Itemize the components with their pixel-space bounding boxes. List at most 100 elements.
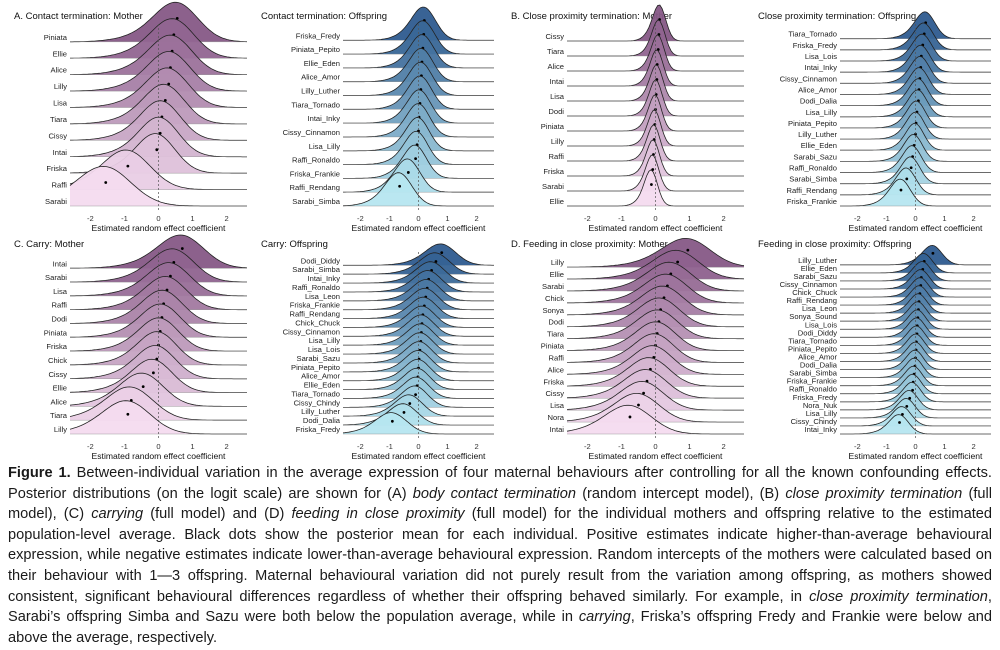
posterior-mean-dot bbox=[167, 82, 171, 86]
ridgeline-panel: Contact termination: Offspring Friska_Fre… bbox=[261, 6, 494, 233]
individual-label: Sarabi bbox=[45, 273, 67, 282]
individual-label: Friska_Frankie bbox=[787, 377, 837, 386]
panel-title: C. Carry: Mother bbox=[14, 239, 84, 250]
individual-label: Friska_Fredy bbox=[793, 393, 838, 402]
individual-label: Piniata_Pepito bbox=[291, 45, 340, 54]
individual-label: Lisa bbox=[550, 92, 565, 101]
x-tick-label: 0 bbox=[653, 214, 657, 223]
individual-label: Dodi_Dalia bbox=[800, 97, 838, 106]
density-outline bbox=[70, 1, 248, 43]
x-tick-label: 0 bbox=[653, 442, 657, 451]
posterior-mean-dot bbox=[931, 251, 935, 255]
posterior-mean-dot bbox=[126, 412, 130, 416]
x-tick-label: 2 bbox=[224, 442, 228, 451]
ridgeline-panel: B. Close proximity termination: Mother Ci… bbox=[511, 4, 744, 233]
density-outline bbox=[567, 261, 744, 292]
x-tick-label: -1 bbox=[121, 214, 128, 223]
individual-label: Lilly_Luther bbox=[798, 256, 837, 265]
caption-emphasis-5: close proximity termination bbox=[809, 588, 988, 605]
posterior-mean-dot bbox=[151, 371, 155, 375]
individual-label: Lisa bbox=[53, 287, 68, 296]
density-ridge bbox=[567, 405, 744, 434]
posterior-mean-dot bbox=[155, 148, 159, 152]
individual-label: Sarabi_Simba bbox=[292, 197, 340, 206]
ridgeline-panel: A. Contact termination: Mother Piniata Ell… bbox=[14, 1, 248, 233]
caption-text-7: , Friska’s offspring Fredy and Frankie w… bbox=[8, 609, 992, 646]
individual-label: Tiara_Tornado bbox=[788, 30, 837, 39]
posterior-mean-dot bbox=[398, 184, 402, 188]
x-tick-label: -1 bbox=[121, 442, 128, 451]
density-ridge bbox=[840, 253, 991, 273]
caption-emphasis-2: close proximity termination bbox=[785, 485, 963, 502]
individual-label: Sarabi bbox=[45, 197, 67, 206]
posterior-mean-dot bbox=[402, 411, 406, 414]
individual-label: Alice bbox=[51, 397, 67, 406]
individual-label: Ellie_Eden bbox=[801, 264, 837, 273]
posterior-mean-dot bbox=[628, 415, 632, 419]
x-axis-label: Estimated random effect coefficient bbox=[92, 451, 227, 460]
individual-label: Chick bbox=[545, 294, 564, 303]
individual-label: Sarabi_Sazu bbox=[794, 272, 837, 281]
individual-label: Piniata_Pepito bbox=[788, 344, 837, 353]
individual-label: Raffi_Rendang bbox=[786, 296, 837, 305]
individual-label: Raffi_Ronaldo bbox=[292, 156, 340, 165]
posterior-mean-dot bbox=[180, 247, 184, 250]
individual-label: Cissy_Cinnamon bbox=[780, 74, 837, 83]
individual-label: Intai bbox=[53, 259, 68, 268]
density-ridge bbox=[840, 145, 991, 173]
ridgeline-panel: D. Feeding in close proximity: Mother Lil… bbox=[511, 238, 745, 460]
individual-label: Raffi_Ronaldo bbox=[789, 164, 837, 173]
posterior-mean-dot bbox=[414, 157, 417, 161]
individual-label: Dodi bbox=[548, 318, 564, 327]
individual-label: Friska_Frankie bbox=[787, 197, 837, 206]
individual-label: Lilly bbox=[551, 258, 564, 267]
posterior-mean-dot bbox=[898, 421, 901, 424]
posterior-mean-dot bbox=[686, 248, 690, 252]
panel-title: Close proximity termination: Offspring bbox=[758, 11, 916, 22]
x-tick-label: 0 bbox=[913, 214, 917, 223]
x-tick-label: -2 bbox=[584, 214, 591, 223]
x-tick-label: 0 bbox=[416, 214, 420, 223]
x-tick-label: 2 bbox=[721, 442, 725, 451]
individual-label: Alice_Amor bbox=[798, 85, 837, 94]
individual-label: Intai_Inky bbox=[804, 425, 837, 434]
x-tick-label: 0 bbox=[156, 442, 160, 451]
density-ridge bbox=[343, 172, 494, 206]
individual-label: Friska_Fredy bbox=[793, 41, 838, 50]
individual-label: Lisa_Leon bbox=[305, 292, 340, 301]
individual-label: Friska bbox=[46, 342, 67, 351]
density-outline bbox=[566, 285, 744, 316]
individual-label: Raffi_Rendang bbox=[786, 186, 837, 195]
density-ridge bbox=[70, 2, 247, 42]
x-tick-label: -2 bbox=[854, 214, 861, 223]
individual-label: Raffi bbox=[549, 353, 565, 362]
individual-label: Friska bbox=[543, 377, 564, 386]
individual-label: Tiara bbox=[547, 47, 565, 56]
x-tick-label: 1 bbox=[942, 442, 946, 451]
caption-text-1: Between-individual variation in the aver… bbox=[8, 465, 992, 502]
x-tick-label: -2 bbox=[357, 214, 364, 223]
density-ridge bbox=[70, 359, 247, 393]
caption-text-5: (full model) for the individual mothers … bbox=[8, 506, 992, 605]
individual-label: Raffi_Ronaldo bbox=[789, 385, 837, 394]
individual-label: Piniata bbox=[44, 33, 68, 42]
individual-label: Lisa_Lilly bbox=[309, 336, 340, 345]
posterior-mean-dot bbox=[908, 396, 912, 400]
individual-label: Friska_Fredy bbox=[296, 31, 341, 40]
individual-label: Tiara_Tornado bbox=[788, 336, 837, 345]
individual-label: Lisa_Leon bbox=[802, 304, 837, 313]
individual-label: Tiara_Tornado bbox=[291, 389, 340, 398]
individual-label: Ellie_Eden bbox=[304, 59, 340, 68]
density-ridge bbox=[840, 156, 991, 184]
density-outline bbox=[70, 289, 247, 324]
individual-label: Piniata_Pepito bbox=[291, 363, 340, 372]
individual-label: Lilly_Luther bbox=[301, 87, 340, 96]
individual-label: Dodi_Dalia bbox=[303, 416, 341, 425]
individual-label: Intai_Inky bbox=[804, 63, 837, 72]
individual-label: Piniata bbox=[44, 328, 68, 337]
ridgeline-panel: Close proximity termination: Offspring Ti… bbox=[758, 11, 991, 233]
density-ridge bbox=[567, 381, 744, 411]
figure-label: Figure 1. bbox=[8, 465, 71, 481]
individual-label: Intai bbox=[53, 148, 68, 157]
x-tick-label: -2 bbox=[854, 442, 861, 451]
